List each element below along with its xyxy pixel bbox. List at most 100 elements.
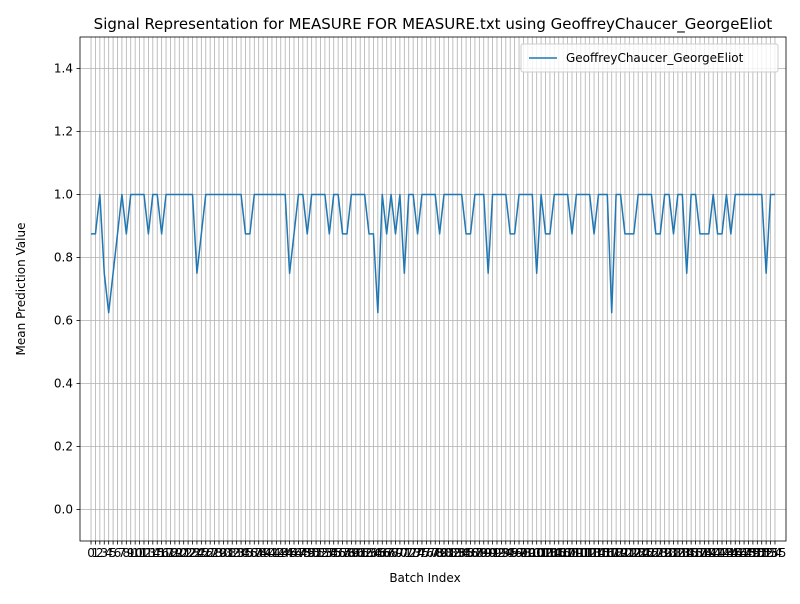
x-tick-label: 79 <box>432 546 447 560</box>
x-tick-label: 52 <box>313 546 328 560</box>
x-tick-label: 58 <box>339 546 354 560</box>
x-tick-label: 86 <box>463 546 478 560</box>
x-tick-label: 31 <box>220 546 235 560</box>
x-tick-label: 73 <box>406 546 421 560</box>
x-tick-label: 36 <box>242 546 257 560</box>
x-tick-label: 107 <box>552 546 575 560</box>
x-tick-label: 47 <box>291 546 306 560</box>
x-tick-label: 115 <box>587 546 610 560</box>
x-tick-label: 8 <box>123 546 131 560</box>
x-tick-label: 61 <box>353 546 368 560</box>
y-tick-label: 1.0 <box>54 188 73 202</box>
y-tick-label: 0.4 <box>54 377 73 391</box>
x-tick-label: 99 <box>520 546 535 560</box>
x-tick-label: 67 <box>379 546 394 560</box>
x-tick-label: 147 <box>728 546 751 560</box>
x-tick-label: 98 <box>516 546 531 560</box>
x-tick-label: 76 <box>419 546 434 560</box>
x-tick-label: 120 <box>609 546 632 560</box>
x-tick-label: 154 <box>759 546 782 560</box>
x-tick-label: 23 <box>185 546 200 560</box>
x-tick-label: 121 <box>613 546 636 560</box>
legend-label: GeoffreyChaucer_GeorgeEliot <box>566 51 744 65</box>
x-tick-label: 101 <box>525 546 548 560</box>
x-tick-label: 56 <box>330 546 345 560</box>
x-tick-label: 139 <box>693 546 716 560</box>
x-tick-label: 60 <box>348 546 363 560</box>
x-tick-label: 66 <box>375 546 390 560</box>
x-tick-label: 54 <box>322 546 337 560</box>
x-tick-label: 82 <box>445 546 460 560</box>
x-tick-label: 3 <box>100 546 108 560</box>
x-tick-label: 106 <box>547 546 570 560</box>
x-tick-label: 119 <box>605 546 628 560</box>
x-tick-label: 46 <box>286 546 301 560</box>
x-tick-label: 78 <box>428 546 443 560</box>
x-tick-label: 91 <box>485 546 500 560</box>
x-tick-label: 94 <box>498 546 513 560</box>
x-tick-label: 124 <box>627 546 650 560</box>
x-tick-label: 45 <box>282 546 297 560</box>
x-tick-label: 62 <box>357 546 372 560</box>
x-tick-label: 148 <box>733 546 756 560</box>
x-tick-label: 117 <box>596 546 619 560</box>
x-tick-label: 93 <box>494 546 509 560</box>
x-tick-label: 24 <box>189 546 204 560</box>
x-tick-label: 84 <box>454 546 469 560</box>
x-tick-label: 35 <box>238 546 253 560</box>
x-tick-label: 16 <box>154 546 169 560</box>
x-tick-label: 128 <box>644 546 667 560</box>
x-tick-label: 149 <box>737 546 760 560</box>
x-tick-label: 90 <box>481 546 496 560</box>
x-tick-label: 141 <box>702 546 725 560</box>
chart-title: Signal Representation for MEASURE FOR ME… <box>94 15 773 34</box>
x-tick-label: 85 <box>458 546 473 560</box>
x-tick-label: 108 <box>556 546 579 560</box>
x-tick-label: 155 <box>764 546 787 560</box>
x-tick-label: 70 <box>392 546 407 560</box>
x-tick-label: 22 <box>180 546 195 560</box>
x-tick-label: 80 <box>436 546 451 560</box>
x-tick-label: 143 <box>711 546 734 560</box>
y-tick-label: 1.2 <box>54 125 73 139</box>
x-tick-label: 50 <box>304 546 319 560</box>
x-tick-label: 127 <box>640 546 663 560</box>
x-tick-label: 1 <box>92 546 100 560</box>
y-tick-label: 1.4 <box>54 62 73 76</box>
x-tick-label: 88 <box>472 546 487 560</box>
x-tick-label: 110 <box>565 546 588 560</box>
x-tick-label: 65 <box>370 546 385 560</box>
x-tick-label: 13 <box>141 546 156 560</box>
legend: GeoffreyChaucer_GeorgeEliot <box>520 43 779 73</box>
x-tick-label: 144 <box>715 546 738 560</box>
x-tick-label: 39 <box>255 546 270 560</box>
y-tick-label: 0.0 <box>54 503 73 517</box>
x-tick-label: 142 <box>706 546 729 560</box>
x-tick-label: 44 <box>278 546 293 560</box>
x-tick-label: 135 <box>675 546 698 560</box>
plot-area <box>80 37 786 541</box>
x-tick-label: 92 <box>489 546 504 560</box>
x-tick-label: 2 <box>96 546 104 560</box>
x-tick-label: 53 <box>317 546 332 560</box>
x-tick-label: 59 <box>344 546 359 560</box>
x-tick-label: 29 <box>211 546 226 560</box>
x-tick-label: 18 <box>163 546 178 560</box>
x-tick-label: 40 <box>260 546 275 560</box>
x-tick-label: 37 <box>247 546 262 560</box>
y-tick-label: 0.2 <box>54 440 73 454</box>
x-tick-label: 105 <box>543 546 566 560</box>
x-tick-label: 103 <box>534 546 557 560</box>
x-tick-label: 132 <box>662 546 685 560</box>
x-tick-label: 95 <box>503 546 518 560</box>
x-tick-label: 55 <box>326 546 341 560</box>
x-tick-label: 25 <box>194 546 209 560</box>
x-tick-label: 6 <box>114 546 122 560</box>
x-tick-label: 104 <box>538 546 561 560</box>
x-tick-label: 138 <box>689 546 712 560</box>
x-tick-label: 71 <box>397 546 412 560</box>
x-tick-label: 75 <box>414 546 429 560</box>
x-tick-label: 15 <box>150 546 165 560</box>
x-tick-label: 123 <box>622 546 645 560</box>
